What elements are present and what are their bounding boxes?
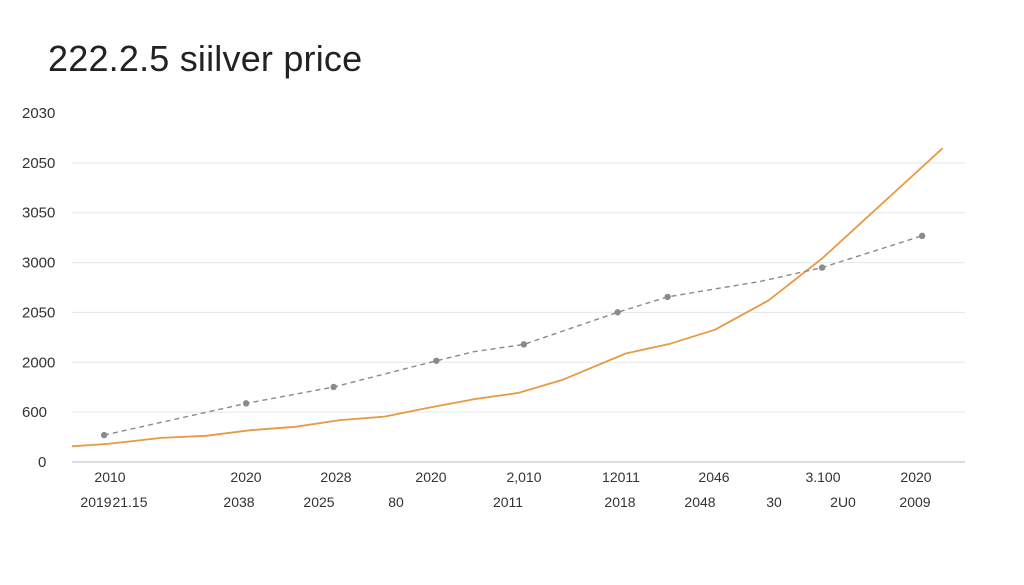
x-tick-label: 2011 — [493, 494, 523, 510]
x-tick-label: 2046 — [698, 469, 729, 485]
data-point — [664, 293, 671, 301]
x-tick-label: 2010 — [94, 469, 125, 485]
x-tick-label: 2019 — [80, 494, 111, 510]
x-tick-label: 2018 — [604, 494, 635, 510]
x-tick-label: 21.15 — [112, 494, 147, 510]
x-tick-label: 2009 — [899, 494, 930, 510]
x-tick-label: 80 — [388, 494, 404, 510]
x-tick-label: 2038 — [223, 494, 254, 510]
y-tick-label: 2030 — [22, 105, 55, 122]
data-point — [433, 357, 440, 364]
data-point — [520, 341, 528, 348]
data-point — [918, 232, 926, 240]
y-tick-label: 3000 — [22, 255, 55, 272]
x-tick-label: 12011 — [602, 469, 640, 485]
chart-title: 222.2.5 siilver price — [48, 38, 363, 79]
x-tick-label: 2U0 — [830, 494, 856, 510]
x-tick-label: 2048 — [684, 494, 715, 510]
y-tick-label: 600 — [22, 404, 47, 421]
x-tick-label: 2025 — [303, 494, 334, 510]
series-line-solid — [71, 147, 944, 448]
x-tick-label: 2020 — [900, 469, 931, 485]
x-tick-label: 30 — [766, 494, 782, 510]
y-tick-label: 2050 — [22, 304, 55, 321]
y-tick-label: 2000 — [22, 354, 55, 371]
x-tick-label: 2020 — [230, 469, 261, 485]
data-point — [614, 309, 621, 316]
x-tick-label: 2020 — [415, 469, 446, 485]
y-tick-label: 3050 — [22, 205, 55, 222]
x-tick-label: 2028 — [320, 469, 351, 485]
data-point — [818, 264, 826, 271]
data-point — [242, 400, 250, 407]
x-tick-label: 3.100 — [805, 469, 840, 485]
data-point — [100, 431, 108, 439]
y-tick-label: 2050 — [22, 155, 55, 172]
series-line-dashed — [103, 235, 923, 436]
data-point — [330, 383, 337, 391]
x-tick-label: 2,010 — [506, 469, 541, 485]
y-tick-label: 0 — [38, 454, 46, 471]
